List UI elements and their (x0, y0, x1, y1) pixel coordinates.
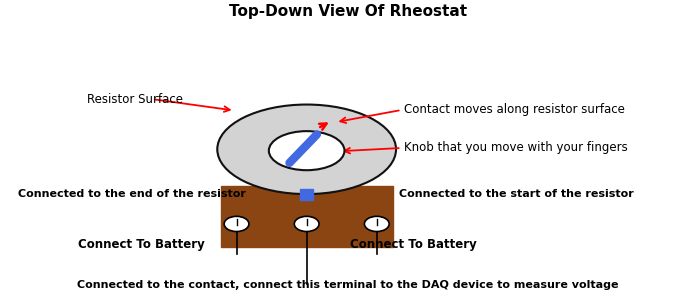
Ellipse shape (224, 216, 249, 232)
Ellipse shape (365, 216, 389, 232)
Text: Knob that you move with your fingers: Knob that you move with your fingers (405, 142, 628, 154)
Text: Connect To Battery: Connect To Battery (350, 238, 477, 251)
Title: Top-Down View Of Rheostat: Top-Down View Of Rheostat (229, 4, 467, 19)
Text: Connected to the start of the resistor: Connected to the start of the resistor (400, 189, 634, 199)
Ellipse shape (294, 216, 319, 232)
Text: Resistor Surface: Resistor Surface (87, 93, 183, 106)
Text: Connected to the end of the resistor: Connected to the end of the resistor (18, 189, 246, 199)
Bar (220, 186, 393, 247)
Ellipse shape (217, 104, 396, 194)
Text: Contact moves along resistor surface: Contact moves along resistor surface (405, 103, 625, 116)
Text: Connect To Battery: Connect To Battery (78, 238, 205, 251)
Text: Connected to the contact, connect this terminal to the DAQ device to measure vol: Connected to the contact, connect this t… (77, 280, 619, 290)
Ellipse shape (269, 131, 344, 170)
Bar (300, 189, 313, 200)
